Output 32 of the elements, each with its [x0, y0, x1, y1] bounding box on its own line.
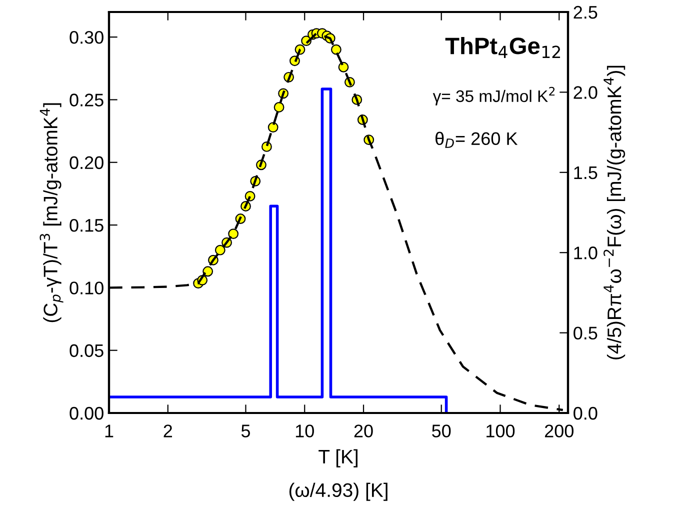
text: (ω/4.93) [K] — [289, 482, 388, 501]
point — [228, 228, 239, 240]
y-tick-label: 0.15 — [70, 218, 104, 232]
point — [274, 102, 284, 112]
point — [268, 122, 278, 132]
x-tick-label: 200 — [544, 424, 574, 438]
x-tick-label: 100 — [486, 424, 515, 438]
y-tick-label: 0.10 — [70, 282, 104, 294]
y2-tick-label: 0.5 — [574, 326, 598, 340]
y-tick-label: 0.30 — [70, 30, 104, 44]
y-tick-label: 0.25 — [70, 94, 104, 106]
y-tick-label: 0.20 — [70, 156, 104, 170]
x-tick-label: 20 — [354, 424, 373, 438]
point — [214, 244, 226, 256]
y-tick-label: 0.00 — [70, 406, 104, 420]
y-tick-label: 0.05 — [70, 344, 104, 358]
y2-tick-label: 1.0 — [574, 246, 598, 260]
annotation: θ$_{D}$= 260 K — [436, 132, 518, 148]
y2-axis-title: (4/5)Rπ$^{4}$ω$^{−2}$F(ω) [mJ/(g-atomK$^{4}$)] — [604, 66, 626, 360]
y2-tick-label: 0.0 — [574, 406, 598, 420]
x-tick-label: 5 — [241, 424, 250, 438]
y2-tick-label: 1.5 — [574, 166, 598, 180]
y2-tick-label: 2.5 — [574, 6, 598, 19]
x-tick-label: 2 — [164, 424, 172, 438]
y2-tick-label: 2.0 — [574, 86, 598, 99]
x-tick-label: 1 — [105, 424, 114, 438]
x-tick-label: 10 — [296, 424, 314, 438]
annotation: ThPt$_{4}$Ge$_{12}$ — [445, 36, 560, 58]
x-axis-title: T [K] — [318, 449, 358, 468]
annotation: γ= 35 mJ/mol K$^{2}$ — [432, 86, 555, 106]
y-axis-title: (C$_{p}$-γT)/T$^{3}$ [mJ/g-atomK$^{4}$] — [40, 103, 64, 322]
x-tick-label: 50 — [432, 424, 451, 438]
